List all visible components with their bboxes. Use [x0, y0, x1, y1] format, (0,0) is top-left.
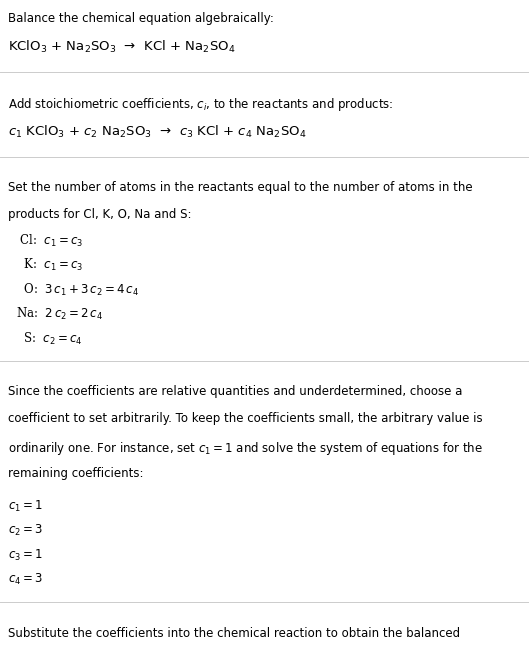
Text: Balance the chemical equation algebraically:: Balance the chemical equation algebraica…: [8, 12, 274, 25]
Text: KClO$_3$ + Na$_2$SO$_3$  →  KCl + Na$_2$SO$_4$: KClO$_3$ + Na$_2$SO$_3$ → KCl + Na$_2$SO…: [8, 39, 235, 55]
Text: remaining coefficients:: remaining coefficients:: [8, 467, 143, 480]
Text: Cl:  $c_1 = c_3$: Cl: $c_1 = c_3$: [16, 233, 83, 249]
Text: Na:  $2\,c_2 = 2\,c_4$: Na: $2\,c_2 = 2\,c_4$: [16, 306, 103, 322]
Text: coefficient to set arbitrarily. To keep the coefficients small, the arbitrary va: coefficient to set arbitrarily. To keep …: [8, 413, 482, 426]
Text: S:  $c_2 = c_4$: S: $c_2 = c_4$: [16, 331, 83, 347]
Text: $c_2 = 3$: $c_2 = 3$: [8, 523, 43, 538]
Text: Since the coefficients are relative quantities and underdetermined, choose a: Since the coefficients are relative quan…: [8, 386, 462, 399]
Text: Add stoichiometric coefficients, $c_i$, to the reactants and products:: Add stoichiometric coefficients, $c_i$, …: [8, 96, 394, 113]
Text: K:  $c_1 = c_3$: K: $c_1 = c_3$: [16, 258, 83, 274]
Text: $c_4 = 3$: $c_4 = 3$: [8, 572, 43, 587]
Text: Substitute the coefficients into the chemical reaction to obtain the balanced: Substitute the coefficients into the che…: [8, 627, 460, 640]
Text: $c_1 = 1$: $c_1 = 1$: [8, 499, 43, 514]
Text: $c_3 = 1$: $c_3 = 1$: [8, 548, 43, 563]
Text: $c_1$ KClO$_3$ + $c_2$ Na$_2$SO$_3$  →  $c_3$ KCl + $c_4$ Na$_2$SO$_4$: $c_1$ KClO$_3$ + $c_2$ Na$_2$SO$_3$ → $c…: [8, 124, 306, 140]
Text: products for Cl, K, O, Na and S:: products for Cl, K, O, Na and S:: [8, 208, 191, 221]
Text: ordinarily one. For instance, set $c_1 = 1$ and solve the system of equations fo: ordinarily one. For instance, set $c_1 =…: [8, 440, 483, 457]
Text: Set the number of atoms in the reactants equal to the number of atoms in the: Set the number of atoms in the reactants…: [8, 181, 472, 194]
Text: O:  $3\,c_1 + 3\,c_2 = 4\,c_4$: O: $3\,c_1 + 3\,c_2 = 4\,c_4$: [16, 282, 139, 298]
